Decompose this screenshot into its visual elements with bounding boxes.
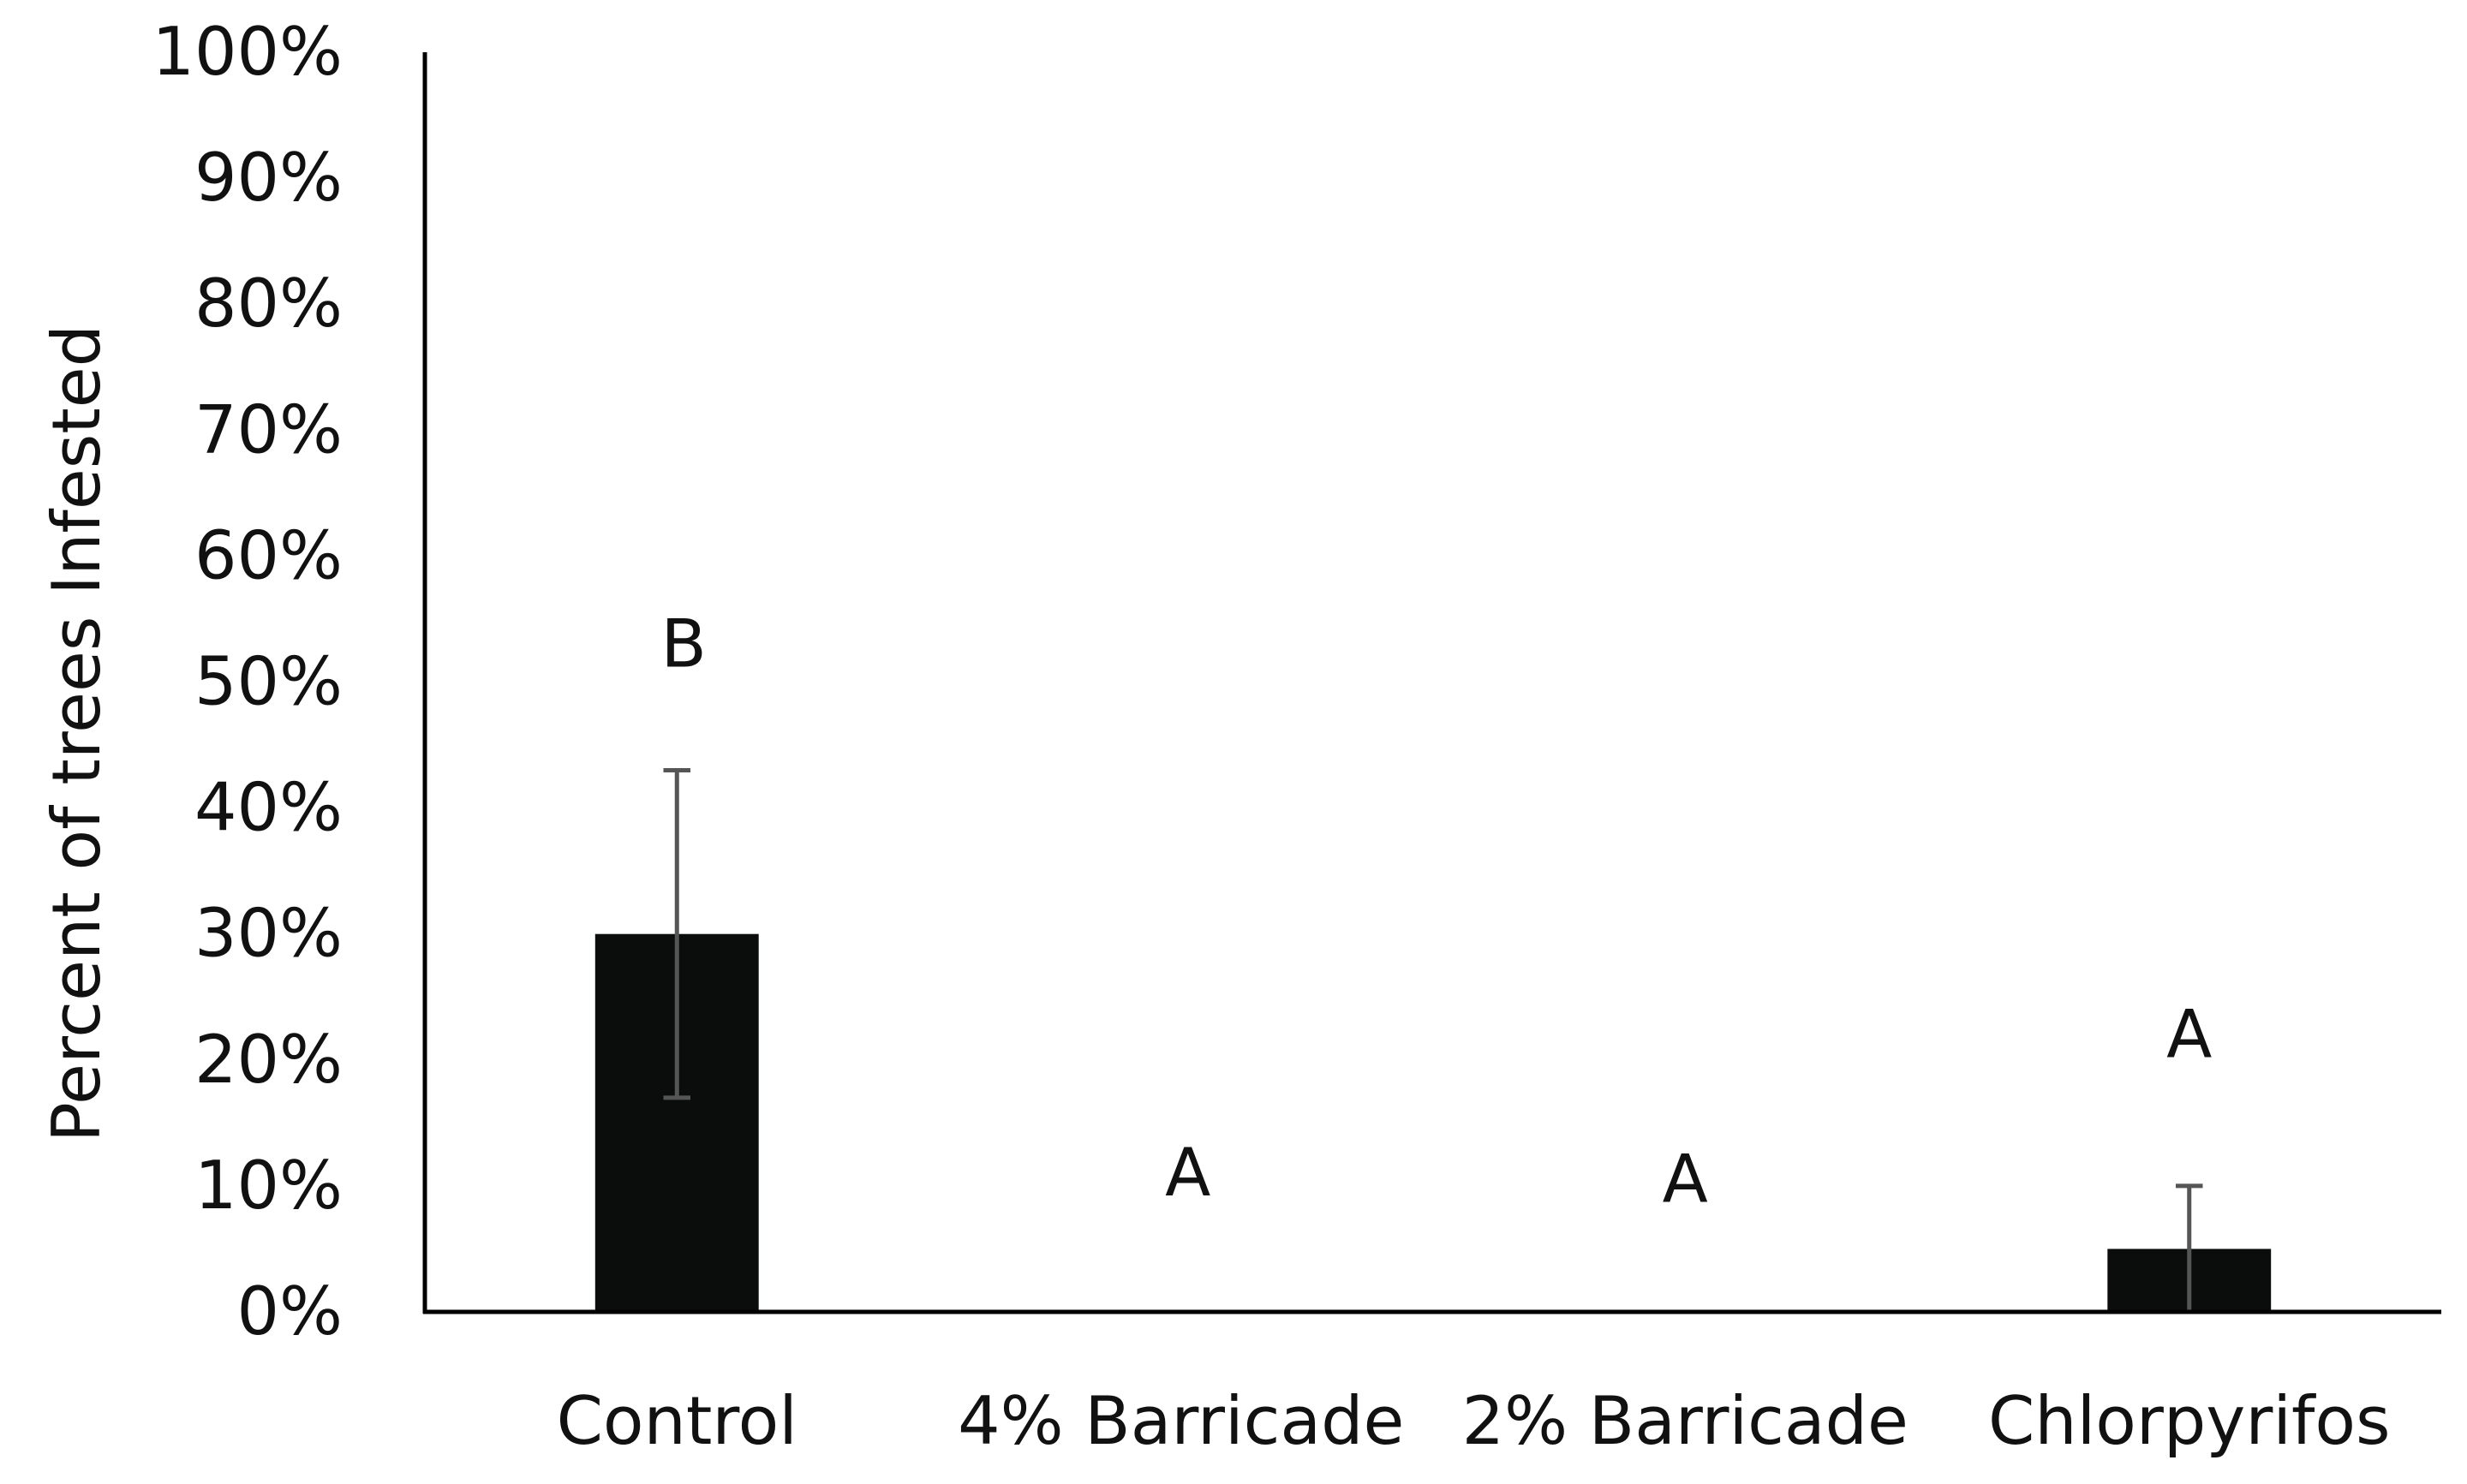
y-tick-label: 0% [237, 1273, 343, 1350]
x-tick-label: 4% Barricade [958, 1383, 1404, 1460]
y-tick-label: 50% [194, 644, 343, 721]
y-tick-label: 70% [194, 391, 343, 468]
y-axis-ticks: 0% 10% 20% 30% 40% 50% 60% 70% 80% 90% 100% [152, 14, 343, 1350]
significance-letter: A [2166, 996, 2212, 1073]
y-tick-label: 60% [194, 517, 343, 594]
x-tick-label: Control [557, 1383, 797, 1460]
error-bars [663, 767, 2203, 1312]
error-bar [2175, 1183, 2203, 1312]
y-tick-label: 100% [152, 14, 343, 91]
y-tick-label: 20% [194, 1022, 343, 1099]
x-axis-labels: Control 4% Barricade 2% Barricade Chlorpyri… [557, 1383, 2391, 1460]
x-tick-label: Chlorpyrifos [1988, 1383, 2391, 1460]
bars [594, 933, 2272, 1312]
y-tick-label: 40% [194, 770, 343, 847]
y-axis-title: Percent of trees Infested [39, 325, 116, 1142]
significance-letter: A [1663, 1141, 1708, 1219]
y-tick-label: 30% [194, 896, 343, 973]
significance-letters: B A A A [661, 605, 2213, 1218]
significance-letter: B [661, 605, 707, 682]
y-tick-label: 80% [194, 265, 343, 343]
y-tick-label: 10% [194, 1147, 343, 1225]
significance-letter: A [1165, 1135, 1210, 1212]
error-bar [663, 767, 691, 1100]
y-tick-label: 90% [194, 140, 343, 217]
x-tick-label: 2% Barricade [1462, 1383, 1908, 1460]
